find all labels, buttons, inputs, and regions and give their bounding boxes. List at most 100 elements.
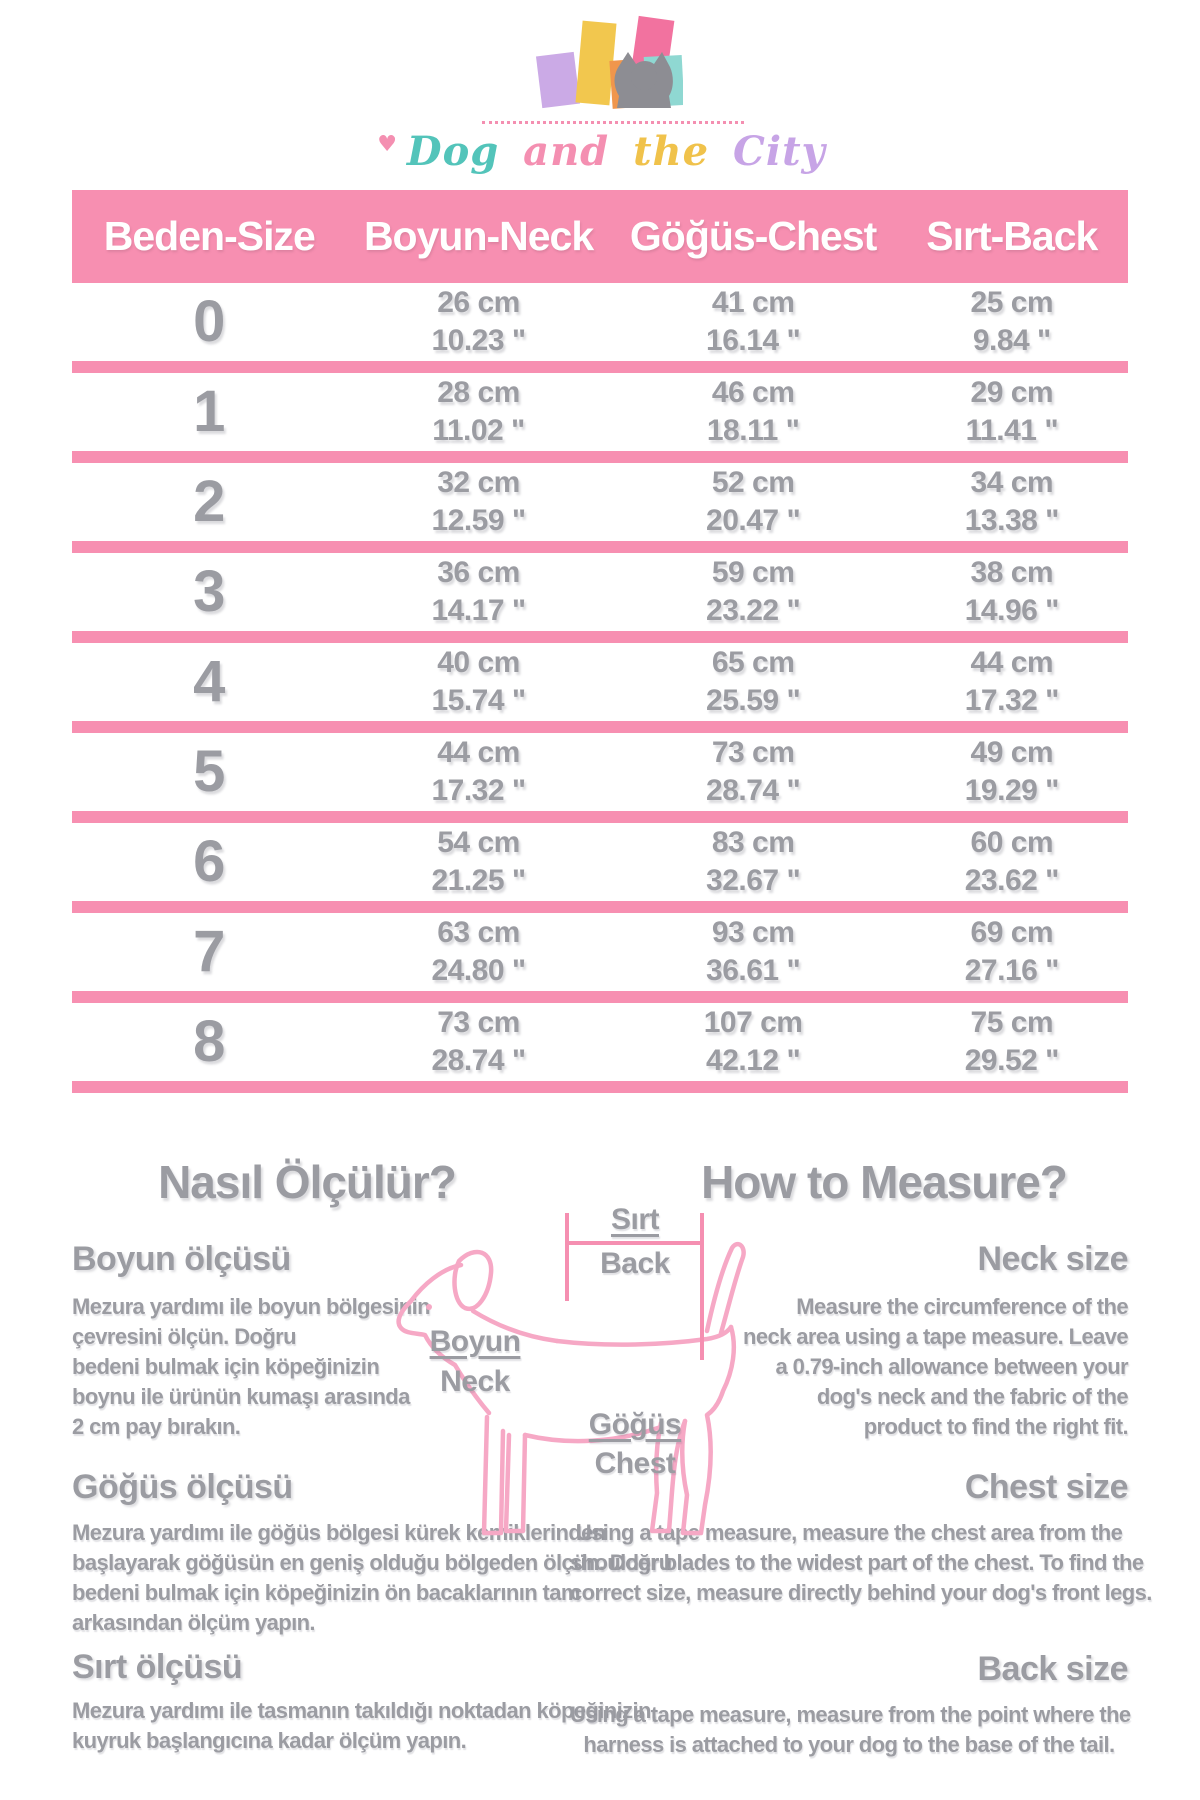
back-cm: 38 cm [970,556,1054,589]
neck-cell: 28 cm 11.02 " [347,374,611,450]
table-row: 4 40 cm 15.74 " 65 cm 25.59 " 44 cm 17.32 " [72,643,1128,721]
back-cell: 69 cm 27.16 " [896,914,1128,990]
chest-cm: 59 cm [711,556,795,589]
tr-chest-body: Mezura yardımı ile göğüs bölgesi kürek k… [72,1520,672,1635]
neck-cm: 54 cm [437,826,520,859]
size-value: 8 [193,1009,226,1074]
back-cell: 29 cm 11.41 " [896,374,1128,450]
diagram-label-neck-tr: Boyun [429,1325,521,1358]
table-row: 1 28 cm 11.02 " 46 cm 18.11 " 29 cm 11.41 " [72,373,1128,451]
dog-silhouette-icon [614,52,673,108]
diagram-label-chest-tr: Göğüs [588,1408,682,1441]
size-value: 2 [193,469,226,534]
brand-logo: ♥ Dog and the City [0,15,1200,175]
neck-inch: 21.25 " [431,864,526,897]
back-inch: 29.52 " [964,1044,1060,1077]
chest-cm: 41 cm [711,286,795,319]
chest-cell: 41 cm 16.14 " [611,284,896,360]
diagram-label-chest-en: Chest [594,1447,676,1480]
neck-cell: 54 cm 21.25 " [347,824,611,900]
neck-cell: 26 cm 10.23 " [347,284,611,360]
chest-cm: 93 cm [711,916,795,949]
back-inch: 19.29 " [964,774,1060,807]
en-chest-heading: Chest size [964,1468,1129,1506]
size-value: 7 [193,919,226,984]
back-cm: 25 cm [970,286,1054,319]
row-divider [72,541,1128,553]
size-table: Beden-Size Boyun-Neck Göğüs-Chest Sırt-B… [72,190,1128,1093]
logo-dotted-line [482,121,744,124]
chest-cell: 93 cm 36.61 " [611,914,896,990]
table-row: 6 54 cm 21.25 " 83 cm 32.67 " 60 cm 23.62 " [72,823,1128,901]
neck-inch: 17.32 " [431,774,526,807]
brand-word: and [523,128,610,175]
size-value: 6 [193,829,226,894]
en-section-title: How to Measure? [701,1156,1068,1208]
row-divider [72,631,1128,643]
chest-inch: 36.61 " [706,954,801,987]
neck-inch: 10.23 " [431,324,526,357]
brand-word: the [633,128,710,175]
diagram-label-back-en: Back [600,1247,670,1280]
neck-cell: 40 cm 15.74 " [347,644,611,720]
diagram-label-back-tr: Sırt [610,1203,660,1236]
neck-inch: 28.74 " [431,1044,526,1077]
back-measure-line-right [700,1213,704,1360]
chest-cm: 65 cm [711,646,795,679]
col-header-size: Beden-Size [103,213,316,259]
back-measure-line-left [565,1213,569,1301]
tr-chest-heading: Göğüs ölçüsü [72,1468,293,1506]
brand-name: ♥ Dog and the City [377,128,835,175]
brand-word: Dog [406,128,500,175]
neck-inch: 24.80 " [431,954,526,987]
neck-cm: 44 cm [437,736,520,769]
back-cm: 29 cm [970,376,1054,409]
chest-cell: 46 cm 18.11 " [611,374,896,450]
en-back-body: Using a tape measure, measure from the p… [570,1702,1131,1757]
back-cm: 75 cm [970,1006,1054,1039]
heart-icon: ♥ [377,131,398,157]
chest-inch: 16.14 " [706,324,801,357]
size-value: 1 [193,379,226,444]
chest-inch: 18.11 " [706,414,800,447]
chest-cell: 59 cm 23.22 " [611,554,896,630]
neck-inch: 15.74 " [431,684,526,717]
en-back-heading: Back size [977,1650,1129,1688]
diagram-label-neck-en: Neck [440,1365,510,1398]
back-inch: 9.84 " [972,324,1051,357]
en-neck-heading: Neck size [977,1240,1129,1278]
neck-cm: 28 cm [437,376,520,409]
neck-cell: 44 cm 17.32 " [347,734,611,810]
back-inch: 14.96 " [964,594,1060,627]
city-buildings-icon [535,15,683,109]
back-inch: 11.41 " [965,414,1059,447]
neck-cell: 32 cm 12.59 " [347,464,611,540]
dog-measurement-diagram: Sırt Back Boyun Neck Göğüs Chest [375,1195,775,1565]
chest-inch: 28.74 " [706,774,801,807]
neck-inch: 11.02 " [432,414,525,447]
back-inch: 23.62 " [964,864,1060,897]
table-row: 0 26 cm 10.23 " 41 cm 16.14 " 25 cm 9.84 " [72,283,1128,361]
chest-cell: 83 cm 32.67 " [611,824,896,900]
neck-cell: 63 cm 24.80 " [347,914,611,990]
back-cell: 44 cm 17.32 " [896,644,1128,720]
table-row: 8 73 cm 28.74 " 107 cm 42.12 " 75 cm 29.52 … [72,1003,1128,1081]
dog-outline-icon [396,1241,746,1536]
back-inch: 17.32 " [964,684,1060,717]
chest-inch: 25.59 " [706,684,801,717]
back-cm: 44 cm [970,646,1054,679]
size-value: 5 [193,739,226,804]
row-divider [72,811,1128,823]
neck-cm: 63 cm [437,916,520,949]
neck-cm: 36 cm [437,556,520,589]
row-divider [72,451,1128,463]
back-cm: 49 cm [970,736,1054,769]
neck-inch: 14.17 " [431,594,526,627]
size-value: 0 [193,289,226,354]
row-divider [72,721,1128,733]
neck-cell: 36 cm 14.17 " [347,554,611,630]
row-divider [72,991,1128,1003]
size-value: 4 [193,649,226,714]
chest-inch: 32.67 " [706,864,801,897]
chest-cm: 46 cm [711,376,795,409]
